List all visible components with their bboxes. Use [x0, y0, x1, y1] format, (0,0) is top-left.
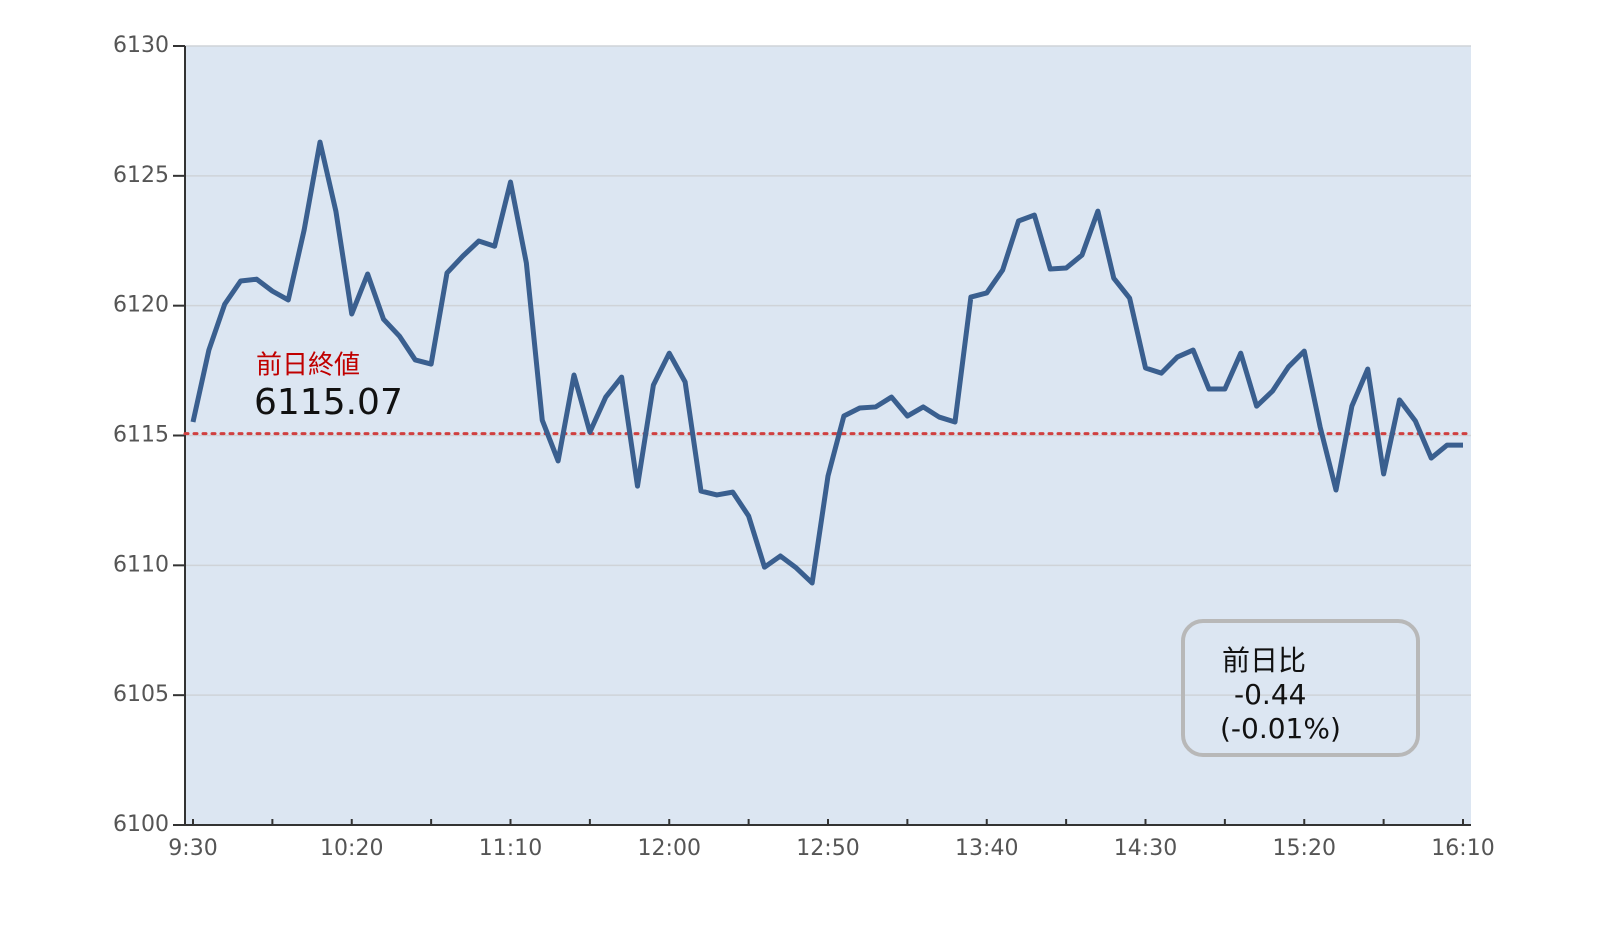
- x-tick-label: 10:20: [320, 836, 383, 861]
- x-tick-label: 15:20: [1273, 836, 1336, 861]
- change-value: -0.44: [1234, 678, 1306, 711]
- change-box: [1181, 619, 1420, 757]
- reference-title: 前日終値: [256, 351, 360, 381]
- x-tick-label: 16:10: [1431, 836, 1494, 861]
- change-title: 前日比: [1222, 644, 1306, 677]
- change-percent: (-0.01%): [1220, 712, 1341, 745]
- x-tick-label: 9:30: [168, 836, 217, 861]
- x-tick-label: 12:50: [796, 836, 859, 861]
- y-tick-label: 6105: [113, 682, 169, 707]
- x-tick-label: 13:40: [955, 836, 1018, 861]
- x-tick-label: 12:00: [638, 836, 701, 861]
- reference-value: 6115.07: [254, 382, 403, 423]
- line-series: [190, 139, 1463, 586]
- y-tick-label: 6110: [113, 552, 169, 577]
- y-tick-label: 6125: [113, 163, 169, 188]
- y-tick-label: 6130: [113, 33, 169, 58]
- x-tick-label: 14:30: [1114, 836, 1177, 861]
- x-tick-label: 11:10: [479, 836, 542, 861]
- y-tick-label: 6100: [113, 812, 169, 837]
- y-tick-label: 6120: [113, 293, 169, 318]
- plot-area: 6100 6105 6110 6115 6120 6125 6130 9:30 10:20 11:…: [113, 33, 1495, 861]
- y-tick-label: 6115: [113, 423, 169, 448]
